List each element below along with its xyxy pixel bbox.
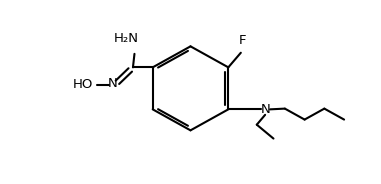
Text: F: F [239,33,247,47]
Text: H₂N: H₂N [114,32,139,45]
Text: N: N [107,77,117,90]
Text: HO: HO [73,78,93,91]
Text: N: N [260,103,270,116]
